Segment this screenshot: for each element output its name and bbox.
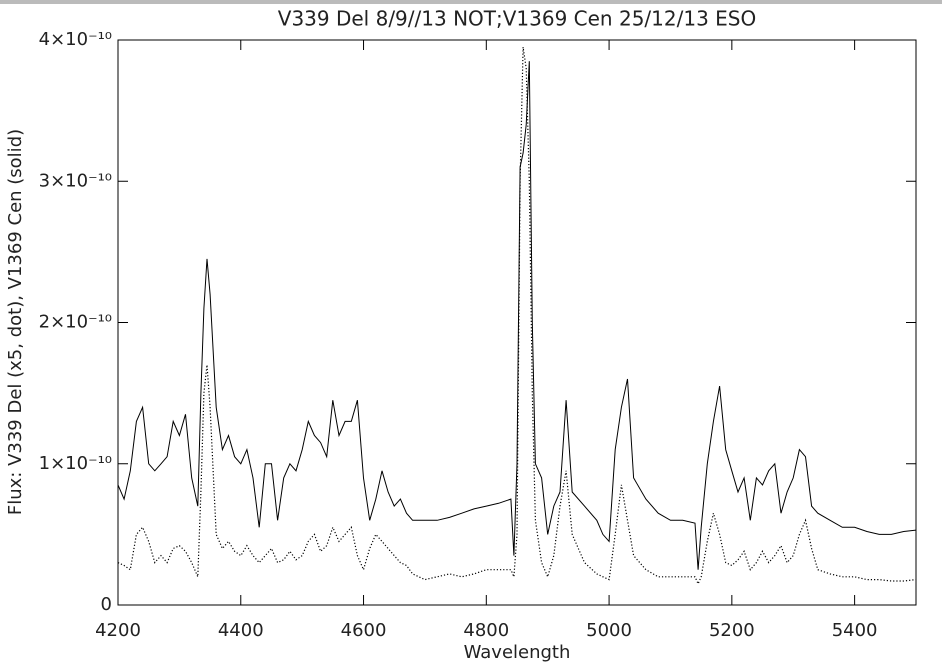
x-tick-label: 4600 [341, 620, 387, 641]
x-axis-label: Wavelength [464, 642, 571, 663]
series-line [117, 61, 917, 570]
y-tick-label: 0 [101, 594, 112, 615]
y-tick-label: 4×10⁻¹⁰ [39, 29, 112, 50]
x-tick-label: 5200 [709, 620, 755, 641]
series-line [117, 47, 917, 586]
x-tick-label: 4400 [218, 620, 264, 641]
y-tick-label: 3×10⁻¹⁰ [39, 170, 112, 191]
top-border [0, 0, 942, 4]
chart-title: V339 Del 8/9//13 NOT;V1369 Cen 25/12/13 … [278, 7, 756, 31]
x-tick-label: 5400 [832, 620, 878, 641]
y-tick-label: 2×10⁻¹⁰ [39, 312, 112, 333]
plot-frame [117, 39, 917, 606]
x-tick-label: 4800 [463, 620, 509, 641]
x-tick-label: 4200 [95, 620, 141, 641]
y-axis-label: Flux: V339 Del (x5, dot), V1369 Cen (sol… [5, 129, 26, 515]
y-tick-label: 1×10⁻¹⁰ [39, 453, 112, 474]
x-tick-label: 5000 [586, 620, 632, 641]
